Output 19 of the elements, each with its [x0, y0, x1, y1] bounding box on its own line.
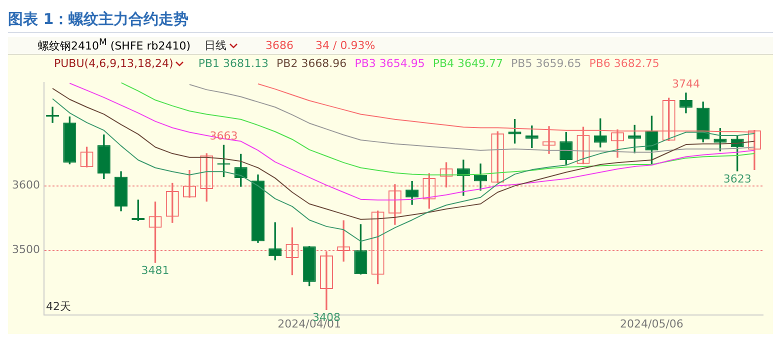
text: 34 / 0.93% [316, 39, 376, 52]
text: PB6 3682.75 [589, 57, 660, 70]
annotation: 3744 [672, 77, 700, 90]
annotation: 3481 [141, 264, 170, 277]
y-tick-label: 3500 [12, 243, 40, 256]
y-tick-label: 3600 [12, 178, 40, 192]
legend-title: PUBU(4,6,9,13,18,24) [54, 57, 174, 70]
text: 3686 [266, 39, 294, 52]
text: PB4 3649.77 [432, 57, 504, 70]
x-tick-label: 2024/05/06 [620, 317, 684, 330]
text: 日线 [204, 38, 227, 53]
text: PB2 3668.96 [276, 57, 347, 70]
annotation: 3623 [723, 172, 752, 186]
chart-title: 图表 1：螺纹主力合约走势 [8, 8, 773, 33]
text: PB3 3654.95 [354, 57, 425, 70]
chart-subtitle: 螺纹钢2410$^{M}$ (SHFE rb2410) [38, 37, 191, 54]
text: PB1 3681.13 [198, 57, 269, 70]
text: PB5 3659.65 [511, 57, 582, 70]
annotation: 42天 [46, 300, 71, 314]
